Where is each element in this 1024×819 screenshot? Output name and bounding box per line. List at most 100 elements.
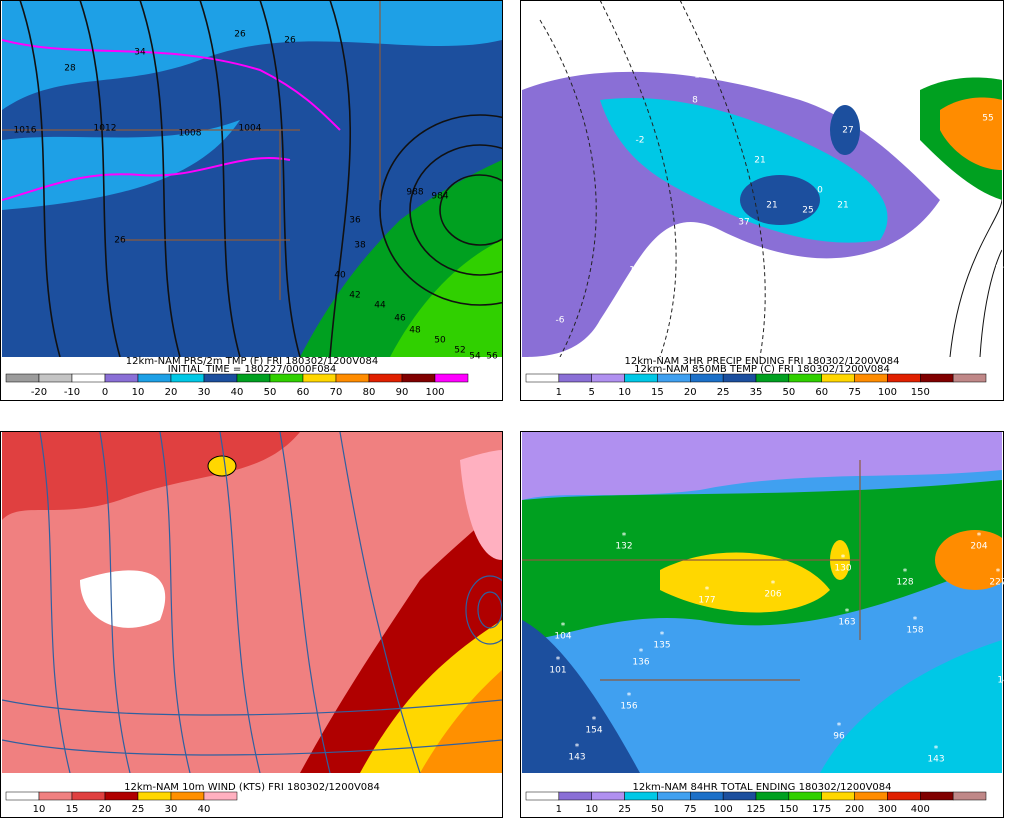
colorbar-label: 40	[198, 804, 211, 815]
contour-label: 46	[394, 314, 406, 324]
colorbar-label: 15	[66, 804, 79, 815]
colorbar-swatch	[624, 373, 658, 383]
contour-label: 1016	[14, 126, 37, 136]
colorbar-label: 35	[750, 387, 763, 398]
colorbar-label: 1	[556, 804, 562, 815]
contour-label: -3	[911, 228, 920, 238]
panel-caption: 12km-NAM 84HR TOTAL ENDING 180302/1200V0…	[632, 782, 891, 793]
station-value: 177	[698, 596, 715, 606]
panel-frame	[520, 0, 1004, 401]
station-marker: *	[934, 745, 939, 755]
colorbar-swatch	[920, 791, 954, 801]
station-marker: *	[556, 656, 561, 666]
colorbar-swatch	[690, 373, 724, 383]
colorbar-swatch	[722, 373, 757, 383]
colorbar-label: 10	[618, 387, 631, 398]
station-marker: *	[561, 622, 566, 632]
station-value: 204	[970, 542, 987, 552]
colorbar-swatch	[137, 373, 172, 383]
colorbar-swatch	[657, 791, 691, 801]
contour-label: 21	[754, 156, 765, 166]
colorbar-swatch	[591, 791, 625, 801]
colorbar-swatch	[525, 373, 560, 383]
colorbar-swatch	[434, 373, 469, 383]
station-marker: *	[841, 554, 846, 564]
station-value: 149	[997, 676, 1014, 686]
colorbar-swatch	[558, 791, 592, 801]
colorbar-swatch	[104, 791, 139, 801]
station-marker: *	[575, 743, 580, 753]
contour-label: 1012	[94, 124, 117, 134]
colorbar-swatch	[788, 791, 822, 801]
colorbar-label: 100	[425, 387, 444, 398]
colorbar-label: 0	[102, 387, 108, 398]
map-total-precip	[522, 432, 1002, 773]
colorbar-swatch	[952, 791, 987, 801]
contour-label: 1004	[239, 124, 262, 134]
colorbar-label: 50	[782, 387, 795, 398]
contour-label: -2	[636, 136, 645, 146]
colorbar-swatch	[788, 373, 822, 383]
station-marker: *	[837, 722, 842, 732]
contour-label: 40	[334, 271, 346, 281]
colorbar-swatch	[920, 373, 954, 383]
station-value: 227	[989, 578, 1006, 588]
colorbar-label: 300	[878, 804, 897, 815]
colorbar-label: 200	[845, 804, 864, 815]
contour-label: 50	[434, 336, 446, 346]
panel-caption: 12km-NAM PRS/2m TMP (F) FRI 180302/1200V…	[126, 356, 378, 367]
colorbar-swatch	[269, 373, 304, 383]
contour-label: 55	[982, 114, 993, 124]
colorbar-swatch	[170, 791, 205, 801]
colorbar-label: 50	[264, 387, 277, 398]
colorbar-swatch	[690, 791, 724, 801]
station-marker: *	[977, 532, 982, 542]
colorbar-label: 5	[589, 387, 595, 398]
contour-label: 38	[354, 241, 366, 251]
station-value: 128	[896, 578, 913, 588]
contour-label: 26	[114, 236, 126, 246]
panel-caption: 12km-NAM 3HR PRECIP ENDING FRI 180302/12…	[624, 356, 899, 367]
colorbar-swatch	[38, 791, 73, 801]
colorbar-label: -20	[31, 387, 47, 398]
panel-frame	[0, 431, 503, 818]
station-marker: *	[845, 608, 850, 618]
colorbar-swatch	[755, 791, 790, 801]
station-value: 136	[632, 658, 649, 668]
colorbar-label: 1	[556, 387, 562, 398]
colorbar-label: -10	[64, 387, 80, 398]
colorbar-label: 25	[618, 804, 631, 815]
station-value: 130	[834, 564, 851, 574]
colorbar-label: 10	[33, 804, 46, 815]
colorbar-label: 400	[911, 804, 930, 815]
contour-label: 27	[842, 126, 853, 136]
colorbar-swatch	[722, 791, 757, 801]
colorbar-label: 25	[717, 387, 730, 398]
colorbar-label: 125	[746, 804, 765, 815]
colorbar-swatch	[71, 791, 106, 801]
colorbar-label: 15	[651, 387, 664, 398]
colorbar-swatch	[71, 373, 106, 383]
contour-label: 42	[349, 291, 360, 301]
colorbar-label: 20	[684, 387, 697, 398]
contour-label: 56	[486, 352, 498, 362]
colorbar-swatch	[5, 373, 40, 383]
colorbar-swatch	[624, 791, 658, 801]
colorbar-label: 150	[911, 387, 930, 398]
contour-label: -4	[646, 66, 655, 76]
colorbar-swatch	[236, 373, 271, 383]
map-precip	[522, 0, 1002, 357]
colorbar-swatch	[525, 791, 560, 801]
station-marker: *	[622, 532, 627, 542]
contour-label: -1	[996, 261, 1005, 271]
contour-label: 984	[431, 192, 448, 202]
station-marker: *	[903, 568, 908, 578]
colorbar-swatch	[755, 373, 790, 383]
contour-label: 21	[766, 201, 777, 211]
panel-frame	[0, 0, 503, 401]
colorbar-swatch	[203, 373, 238, 383]
station-value: 104	[554, 632, 571, 642]
contour-label: 8	[692, 96, 698, 106]
colorbar-label: 70	[330, 387, 343, 398]
